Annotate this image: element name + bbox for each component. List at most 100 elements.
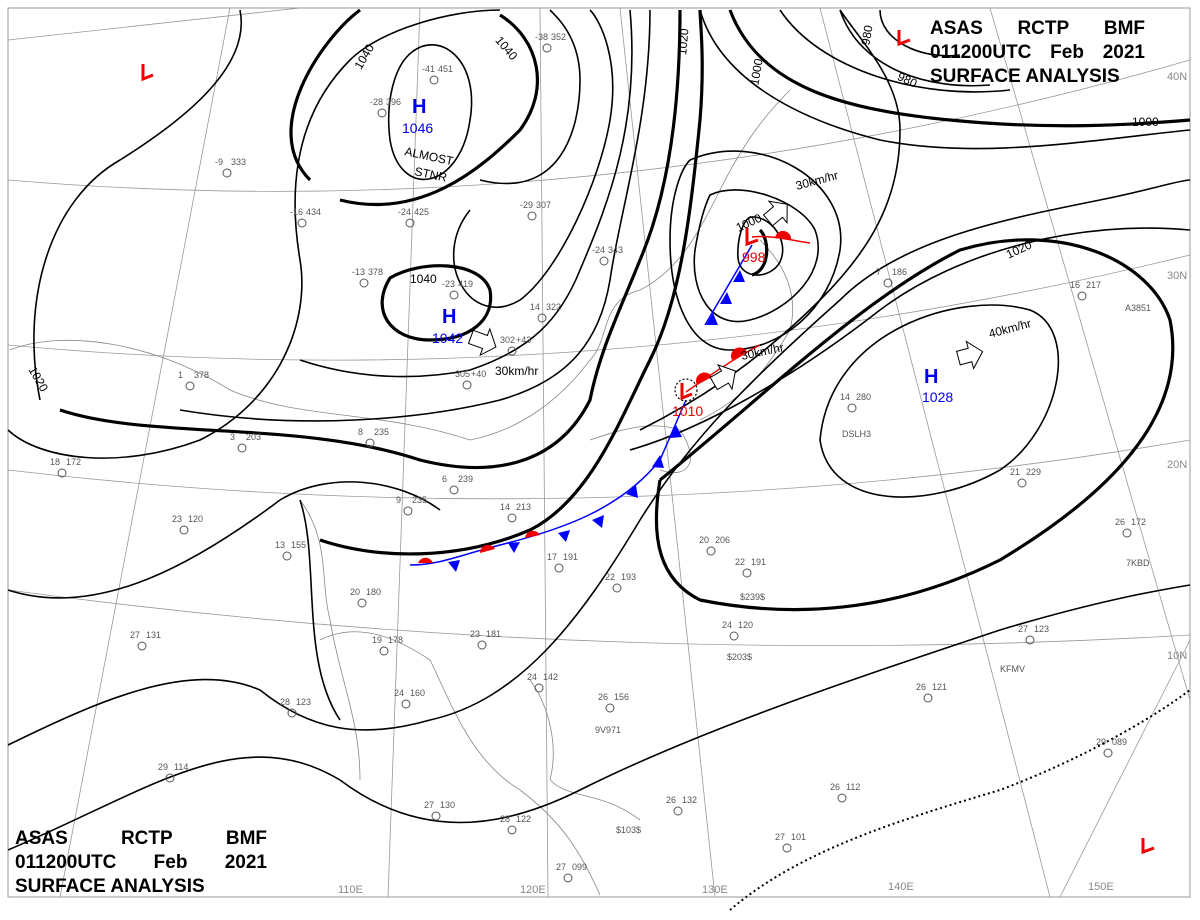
station-circle-icon bbox=[605, 703, 615, 713]
grid-labels: 110E 120E 130E 140E 150E 40N 30N 20N 10N bbox=[338, 71, 1187, 896]
station-circle-icon bbox=[287, 708, 297, 718]
header-bottom: ASAS RCTP BMF 011200UTC Feb 2021 SURFACE ANALY… bbox=[15, 828, 267, 897]
station-temperature: 19 bbox=[372, 635, 382, 645]
station-temperature: 14 bbox=[500, 502, 510, 512]
station-temperature: 27 bbox=[424, 800, 434, 810]
station-temperature: 28 bbox=[500, 814, 510, 824]
station-temperature: 6 bbox=[442, 474, 447, 484]
station-plot: 302 +43 bbox=[500, 335, 531, 356]
motion-arrows bbox=[467, 200, 984, 391]
station-pressure: 181 bbox=[486, 629, 501, 639]
low-center-icon bbox=[1141, 838, 1155, 855]
pressure-centers: H 1046 H 1042 998 1010 H 1028 bbox=[141, 30, 1155, 855]
station-circle-icon bbox=[57, 468, 67, 478]
station-pressure: 142 bbox=[543, 672, 558, 682]
station-circle-icon bbox=[477, 640, 487, 650]
map-frame bbox=[7, 7, 1191, 898]
station-plot: 13 155 bbox=[275, 540, 306, 561]
station-pressure: 434 bbox=[306, 207, 321, 217]
station-pressure: 123 bbox=[296, 697, 311, 707]
station-circle-icon bbox=[673, 806, 683, 816]
station-pressure: 123 bbox=[1034, 624, 1049, 634]
arrow-icon bbox=[467, 327, 497, 357]
station-plot: 23 181 bbox=[470, 629, 501, 650]
station-pressure: 206 bbox=[715, 535, 730, 545]
station-temperature: 22 bbox=[605, 572, 615, 582]
station-circle-icon bbox=[612, 583, 622, 593]
high-center-value: 1046 bbox=[402, 120, 433, 136]
station-circle-icon bbox=[923, 693, 933, 703]
station-plot: 21 229 bbox=[1010, 467, 1041, 488]
station-temperature: 23 bbox=[470, 629, 480, 639]
station-temperature: 18 bbox=[50, 457, 60, 467]
station-plot: 7 186 bbox=[876, 267, 907, 288]
isobars bbox=[7, 8, 1191, 911]
station-plot: 24 142 bbox=[527, 672, 558, 693]
station-temperature: -16 bbox=[290, 207, 303, 217]
station-circle-icon bbox=[1017, 478, 1027, 488]
svg-text:980: 980 bbox=[858, 24, 875, 46]
station-circle-icon bbox=[165, 773, 175, 783]
station-pressure: 235 bbox=[374, 427, 389, 437]
station-plot: -29 307 bbox=[520, 200, 551, 221]
station-temperature: 14 bbox=[530, 302, 540, 312]
low-center-ring bbox=[674, 378, 698, 402]
svg-text:1020: 1020 bbox=[675, 28, 691, 56]
svg-text:150E: 150E bbox=[1088, 881, 1114, 893]
station-circle-icon bbox=[297, 218, 307, 228]
station-plot: 27 123 bbox=[1018, 624, 1049, 645]
station-circle-icon bbox=[542, 43, 552, 53]
station-plot: -24 425 bbox=[398, 207, 429, 228]
station-circle-icon bbox=[837, 793, 847, 803]
station-plot: 29 089 bbox=[1096, 737, 1127, 758]
station-plot: -28 396 bbox=[370, 97, 401, 118]
station-plot: 6 239 bbox=[442, 474, 473, 495]
station-circle-icon bbox=[883, 278, 893, 288]
station-pressure: 156 bbox=[614, 692, 629, 702]
station-plot: 27 099 bbox=[556, 862, 587, 883]
station-plot: -41 451 bbox=[422, 64, 453, 85]
station-circle-icon bbox=[379, 646, 389, 656]
station-circle-icon bbox=[222, 168, 232, 178]
svg-text:10N: 10N bbox=[1167, 650, 1187, 662]
station-circle-icon bbox=[282, 551, 292, 561]
station-plot: 9 235 bbox=[396, 495, 427, 516]
station-circle-icon bbox=[1025, 635, 1035, 645]
station-plot: 18 172 bbox=[50, 457, 81, 478]
station-circle-icon bbox=[359, 278, 369, 288]
station-pressure: 239 bbox=[458, 474, 473, 484]
station-temperature: -23 bbox=[442, 279, 455, 289]
station-pressure: 131 bbox=[146, 630, 161, 640]
station-pressure: 217 bbox=[1086, 280, 1101, 290]
warm-front-south bbox=[685, 344, 761, 393]
station-circle-icon bbox=[1103, 748, 1113, 758]
station-temperature: 27 bbox=[775, 832, 785, 842]
station-temperature: 7 bbox=[876, 267, 881, 277]
station-circle-icon bbox=[563, 873, 573, 883]
station-pressure: 121 bbox=[932, 682, 947, 692]
station-temperature: 26 bbox=[916, 682, 926, 692]
station-temperature: 24 bbox=[527, 672, 537, 682]
station-pressure: 172 bbox=[66, 457, 81, 467]
station-plot: 28 122 bbox=[500, 814, 531, 835]
station-plot: 24 160 bbox=[394, 688, 425, 709]
station-circle-icon bbox=[537, 313, 547, 323]
station-circle-icon bbox=[377, 108, 387, 118]
station-temperature: 24 bbox=[394, 688, 404, 698]
svg-text:1040: 1040 bbox=[352, 41, 378, 71]
station-pressure: 307 bbox=[536, 200, 551, 210]
station-pressure: 191 bbox=[751, 557, 766, 567]
station-temperature: 13 bbox=[275, 540, 285, 550]
station-circle-icon bbox=[185, 381, 195, 391]
station-temperature: 28 bbox=[280, 697, 290, 707]
coastlines bbox=[9, 89, 794, 896]
svg-text:980: 980 bbox=[895, 69, 919, 90]
station-temperature: 27 bbox=[1018, 624, 1028, 634]
station-temperature: 20 bbox=[350, 587, 360, 597]
low-center-icon bbox=[745, 228, 759, 247]
station-pressure: 378 bbox=[194, 370, 209, 380]
station-temperature: -9 bbox=[215, 157, 223, 167]
station-plot: -16 434 bbox=[290, 207, 321, 228]
ship-id: DSLH3 bbox=[842, 429, 871, 439]
